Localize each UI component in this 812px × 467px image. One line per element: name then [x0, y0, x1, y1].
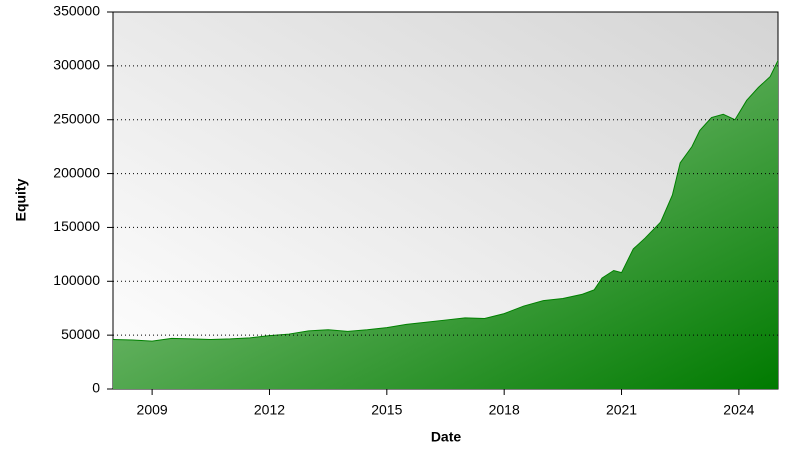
x-tick-label: 2012	[254, 402, 285, 418]
y-tick-label: 100000	[53, 272, 100, 288]
y-tick-label: 150000	[53, 218, 100, 234]
y-tick-label: 0	[92, 380, 100, 396]
y-tick-label: 200000	[53, 164, 100, 180]
y-tick-label: 350000	[53, 3, 100, 19]
y-tick-label: 300000	[53, 57, 100, 73]
x-tick-label: 2018	[489, 402, 520, 418]
y-axis-label: Equity	[13, 178, 29, 221]
y-tick-label: 50000	[61, 326, 100, 342]
x-tick-label: 2021	[606, 402, 637, 418]
line	[112, 60, 779, 342]
area	[113, 60, 778, 389]
x-tick-label: 2009	[137, 402, 168, 418]
x-tick-label: 2015	[371, 402, 402, 418]
x-axis-label: Date	[431, 429, 462, 445]
x-tick-label: 2024	[723, 402, 754, 418]
y-tick-label: 250000	[53, 110, 100, 126]
